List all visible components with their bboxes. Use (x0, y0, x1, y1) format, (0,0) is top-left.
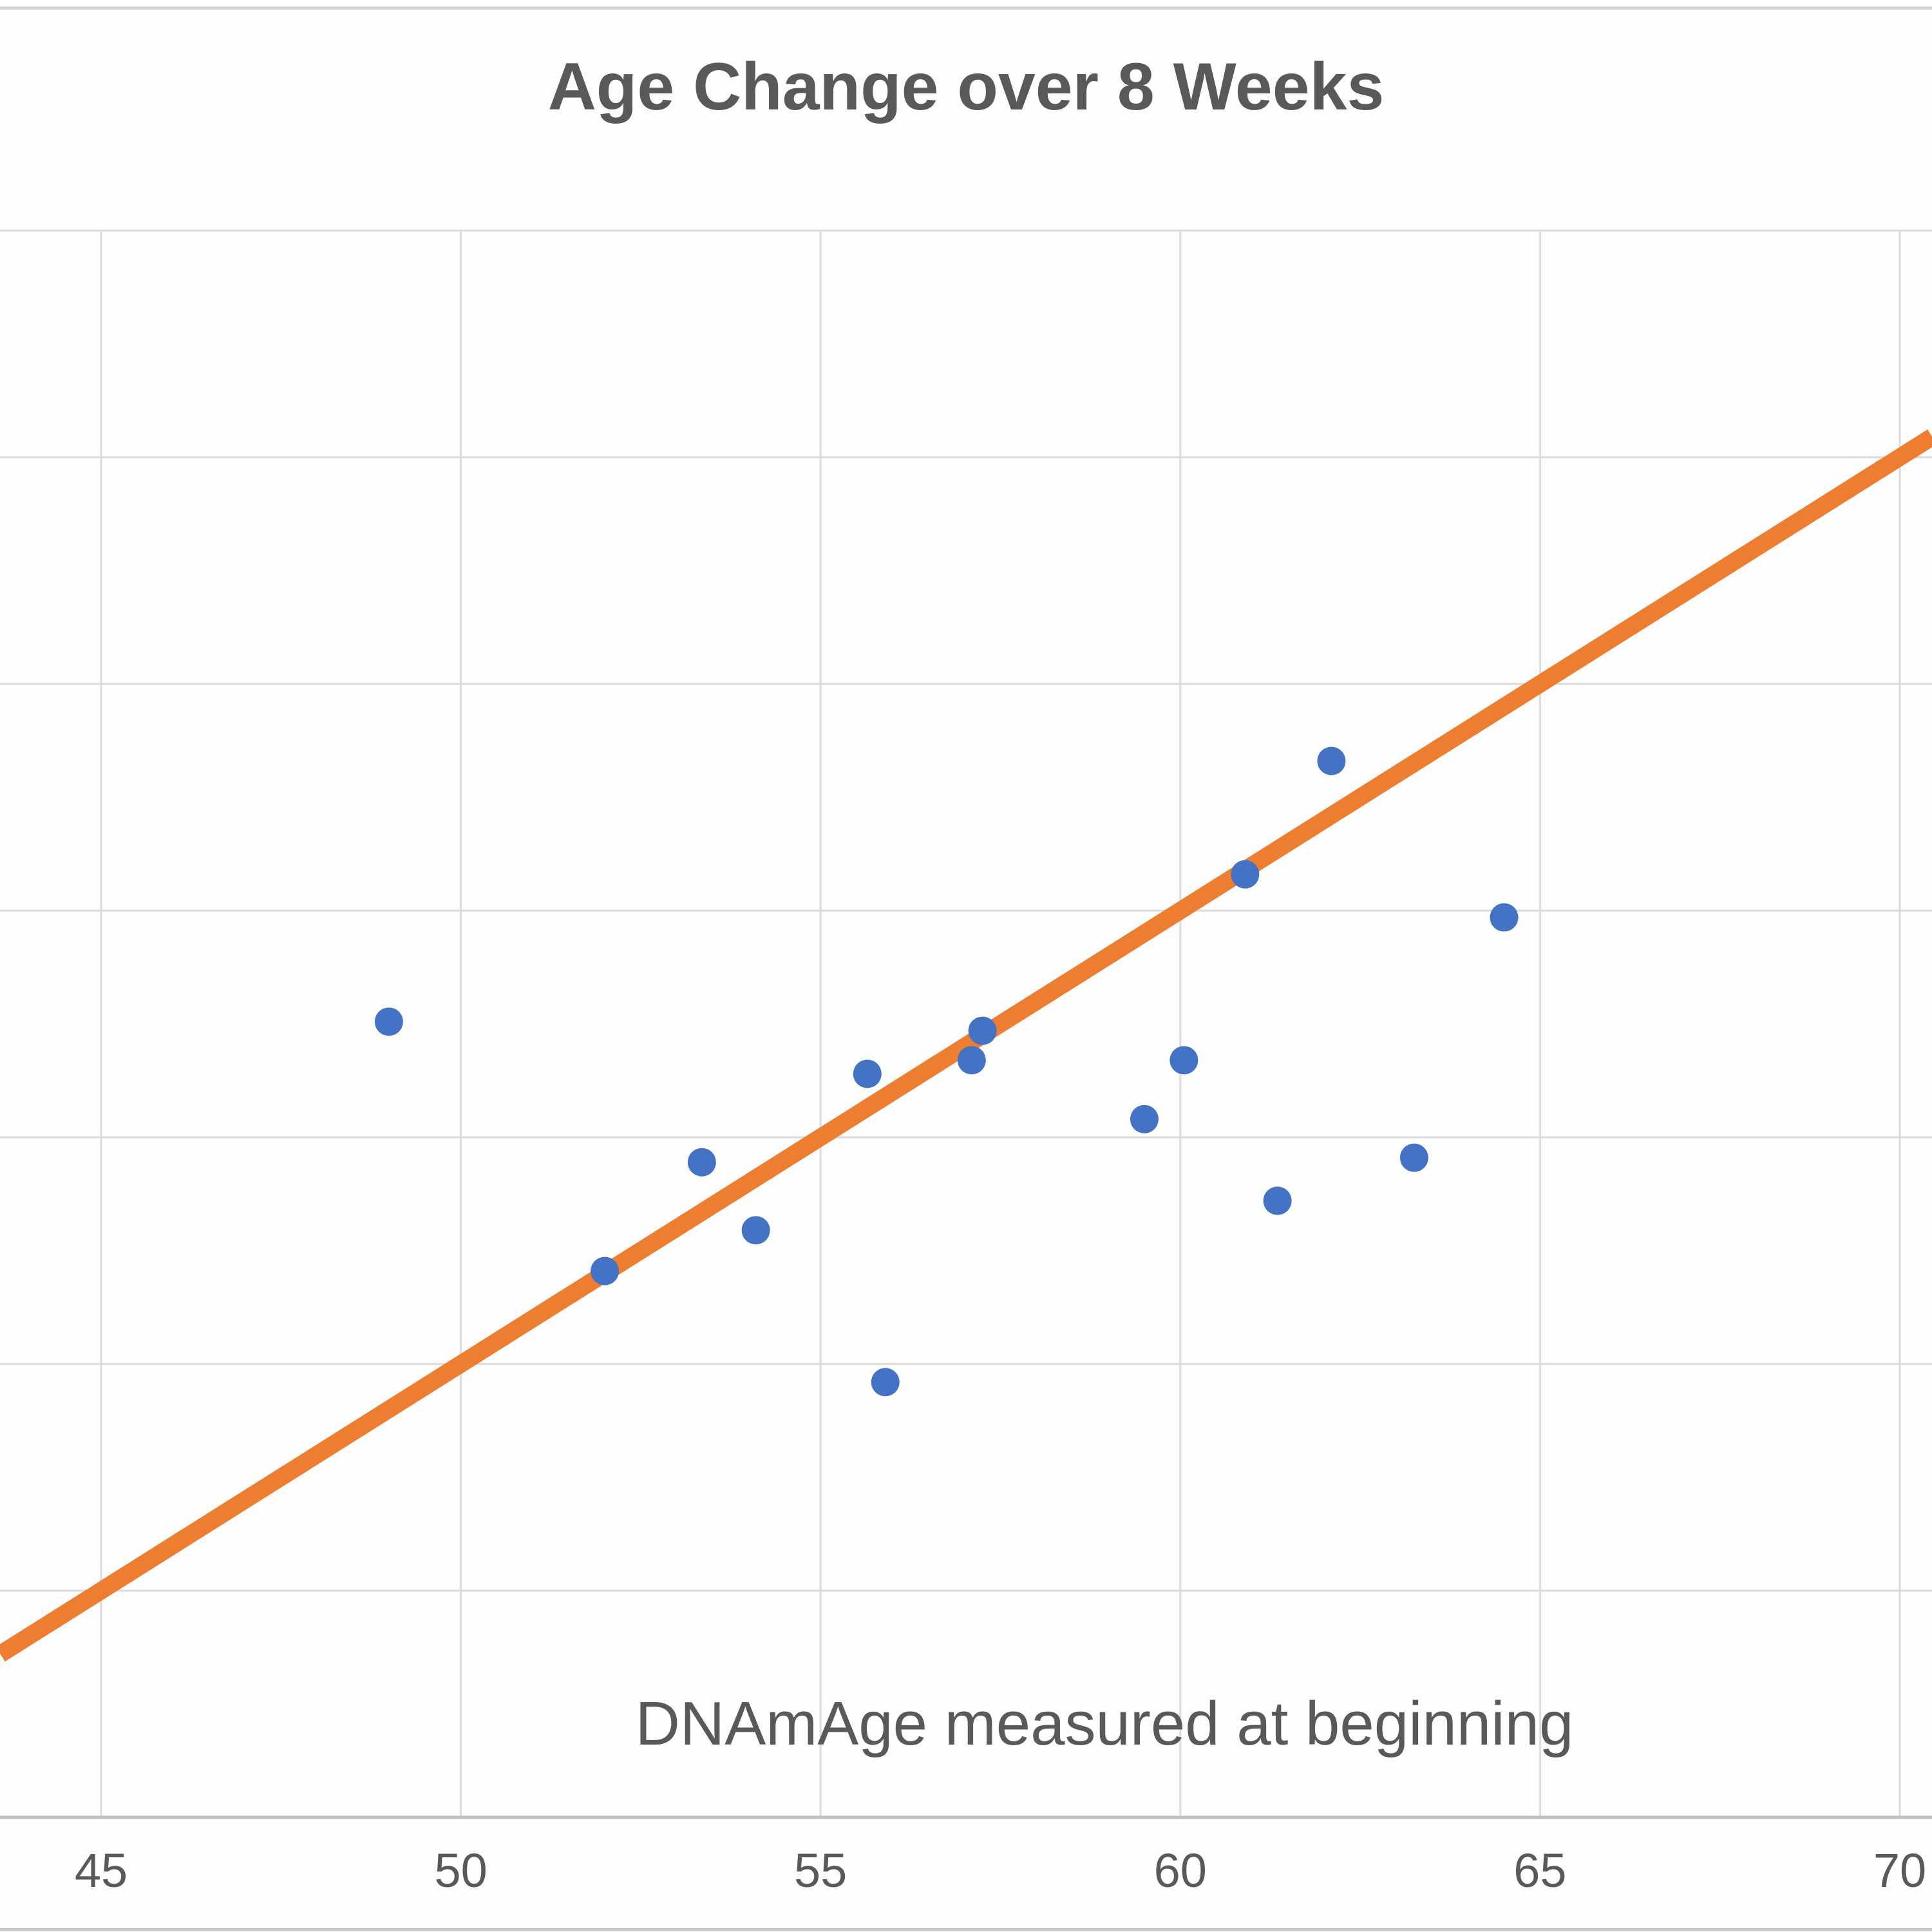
x-tick-label: 45 (74, 1844, 128, 1897)
data-point (968, 1016, 997, 1045)
data-point (957, 1046, 986, 1075)
x-tick-label: 65 (1513, 1844, 1567, 1897)
data-point (374, 1007, 403, 1036)
data-point (687, 1148, 716, 1177)
data-point (1231, 860, 1260, 889)
x-axis-title: DNAmAge measured at beginning (635, 1689, 1574, 1758)
data-point (871, 1368, 900, 1397)
data-point (1170, 1046, 1198, 1075)
top-border-line (0, 6, 1932, 10)
data-point (1490, 903, 1519, 932)
x-tick-label: 60 (1153, 1844, 1207, 1897)
data-point (741, 1216, 770, 1245)
x-tick-label: 55 (794, 1844, 848, 1897)
data-point (1317, 746, 1346, 775)
x-tick-label: 70 (1873, 1844, 1927, 1897)
data-point (1399, 1143, 1428, 1172)
data-point (1263, 1186, 1292, 1215)
data-point (591, 1256, 620, 1285)
trendline (0, 429, 1932, 1662)
bottom-border-line (0, 1928, 1932, 1931)
data-point (853, 1059, 882, 1088)
x-tick-label: 50 (434, 1844, 488, 1897)
chart-title: Age Change over 8 Weeks (547, 50, 1385, 124)
data-point (1130, 1104, 1159, 1133)
